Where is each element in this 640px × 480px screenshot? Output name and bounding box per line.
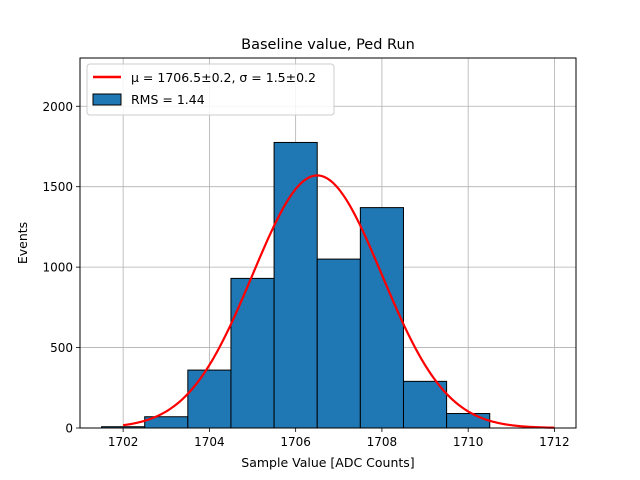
x-tick-label: 1702	[108, 435, 139, 449]
histogram-bar	[316, 258, 361, 429]
histogram-bar	[230, 277, 275, 429]
histogram-bar	[402, 380, 448, 429]
y-tick-label: 0	[65, 422, 73, 436]
x-tick-label: 1710	[453, 435, 484, 449]
y-axis-ticks: 0 500 1000 1500 2000	[42, 100, 80, 436]
y-tick-label: 500	[50, 341, 73, 355]
chart-title: Baseline value, Ped Run	[241, 37, 415, 53]
fit-curve	[122, 174, 555, 429]
histogram-bar	[187, 369, 232, 429]
gaussian-fit	[122, 174, 555, 429]
x-tick-label: 1706	[280, 435, 311, 449]
legend-box	[86, 63, 335, 116]
histogram-bar	[273, 141, 318, 429]
x-axis-ticks: 1702 1704 1706 1708 1710 1712	[108, 428, 570, 449]
legend-rms-patch-swatch	[92, 93, 122, 106]
x-tick-label: 1708	[367, 435, 398, 449]
x-tick-label: 1712	[539, 435, 570, 449]
y-tick-label: 1000	[42, 261, 73, 275]
y-axis-label: Events	[15, 222, 30, 264]
plot-frame	[79, 57, 577, 429]
legend: μ = 1706.5±0.2, σ = 1.5±0.2 RMS = 1.44	[86, 63, 335, 116]
x-tick-label: 1704	[194, 435, 225, 449]
legend-rms-label: RMS = 1.44	[131, 92, 205, 107]
x-axis-label: Sample Value [ADC Counts]	[241, 455, 414, 470]
legend-fit-label: μ = 1706.5±0.2, σ = 1.5±0.2	[131, 70, 316, 85]
y-tick-label: 2000	[42, 100, 73, 114]
histogram-bar	[446, 413, 491, 429]
y-tick-label: 1500	[42, 180, 73, 194]
